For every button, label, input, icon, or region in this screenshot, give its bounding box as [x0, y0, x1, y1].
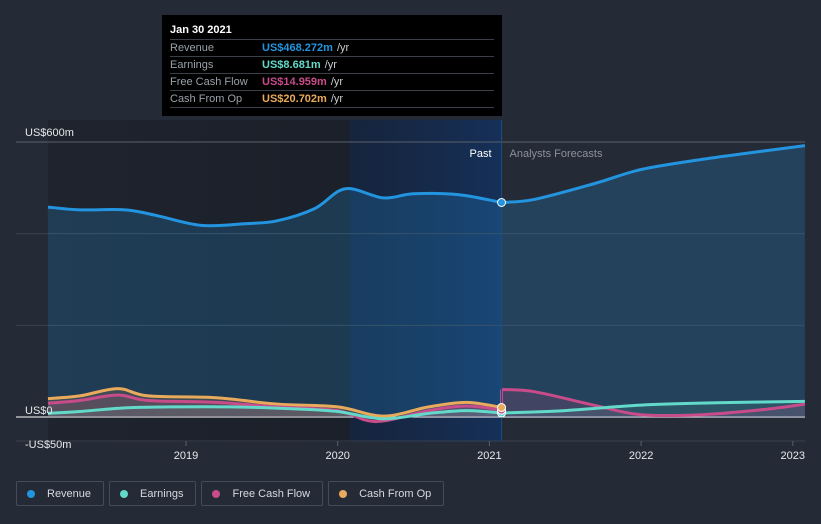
tooltip-label: Earnings	[170, 59, 214, 71]
tooltip-label: Cash From Op	[170, 93, 243, 105]
tooltip-unit: /yr	[330, 93, 344, 105]
legend-label: Free Cash Flow	[232, 487, 311, 500]
revenue-area-past	[47, 188, 502, 417]
legend-item-revenue[interactable]: Revenue	[16, 481, 105, 506]
x-tick-label: 2022	[629, 450, 653, 462]
tooltip-row-revenue: Revenue US$468.272m /yr	[170, 40, 494, 57]
earnings-line-forecast	[501, 399, 805, 415]
y-tick-label: -US$50m	[25, 439, 71, 451]
cash-from-op-line-past	[47, 387, 502, 418]
tooltip-value: US$14.959m	[262, 76, 327, 88]
revenue-dot-icon	[27, 489, 35, 498]
earnings-line-past	[47, 405, 502, 421]
tooltip: Jan 30 2021 Revenue US$468.272m /yr Earn…	[162, 15, 502, 116]
analysts-forecasts-label: Analysts Forecasts	[510, 148, 603, 160]
tooltip-row-free-cash-flow: Free Cash Flow US$14.959m /yr	[170, 74, 494, 91]
x-tick-label: 2021	[477, 450, 501, 462]
tooltip-label: Revenue	[170, 42, 215, 54]
tooltip-unit: /yr	[336, 42, 350, 54]
revenue-marker	[497, 198, 507, 207]
legend-label: Earnings	[140, 487, 184, 500]
tooltip-row-earnings: Earnings US$8.681m /yr	[170, 57, 494, 74]
earnings-dot-icon	[120, 489, 129, 498]
x-tick-label: 2020	[325, 450, 349, 462]
earnings-area-past	[47, 406, 502, 419]
revenue-area-forecast	[501, 145, 805, 417]
tooltip-row-cash-from-op: Cash From Op US$20.702m /yr	[170, 91, 494, 108]
tooltip-date: Jan 30 2021	[170, 21, 494, 40]
legend-label: Cash From Op	[359, 487, 432, 500]
tooltip-unit: /yr	[324, 59, 337, 71]
free-cash-flow-line-forecast	[501, 388, 806, 418]
x-tick-label: 2023	[781, 450, 805, 462]
x-tick-label: 2019	[174, 450, 198, 462]
past-label: Past	[470, 148, 492, 160]
free-cash-flow-dot-icon	[212, 489, 221, 498]
tooltip-value: US$8.681m	[262, 59, 321, 71]
revenue-line-past	[47, 187, 502, 228]
cash-from-op-area-past	[47, 388, 502, 417]
revenue-line-forecast	[501, 144, 806, 204]
cash-from-op-marker	[497, 403, 507, 413]
legend: Revenue Earnings Free Cash Flow Cash Fro…	[16, 481, 445, 506]
legend-item-cash-from-op[interactable]: Cash From Op	[328, 481, 445, 506]
legend-item-free-cash-flow[interactable]: Free Cash Flow	[201, 481, 324, 506]
y-tick-label: US$0	[25, 405, 53, 417]
tooltip-value: US$20.702m	[262, 93, 327, 105]
tooltip-value: US$468.272m	[262, 42, 333, 54]
tooltip-label: Free Cash Flow	[170, 76, 248, 88]
tooltip-unit: /yr	[330, 76, 344, 88]
highlight-region	[349, 120, 502, 442]
legend-label: Revenue	[47, 487, 92, 500]
cash-from-op-dot-icon	[339, 489, 348, 498]
legend-item-earnings[interactable]: Earnings	[109, 481, 197, 506]
y-tick-label: US$600m	[25, 127, 74, 139]
